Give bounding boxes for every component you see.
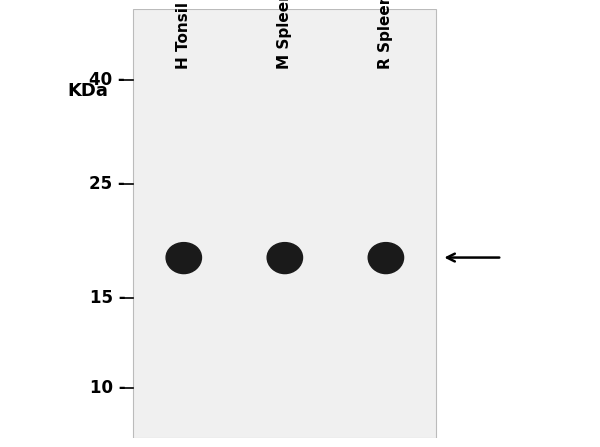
Text: 40 -: 40 - (89, 71, 125, 89)
Text: KDa: KDa (67, 82, 108, 100)
Text: 15 -: 15 - (89, 289, 125, 307)
Ellipse shape (368, 243, 404, 274)
Text: 10 -: 10 - (89, 380, 125, 397)
Text: R Spleen: R Spleen (379, 0, 394, 69)
Ellipse shape (166, 243, 202, 274)
Ellipse shape (267, 243, 302, 274)
Text: 25 -: 25 - (89, 175, 125, 194)
Text: M Spleen: M Spleen (277, 0, 292, 69)
Bar (133, 9, 436, 438)
Text: H Tonsil: H Tonsil (176, 2, 191, 69)
